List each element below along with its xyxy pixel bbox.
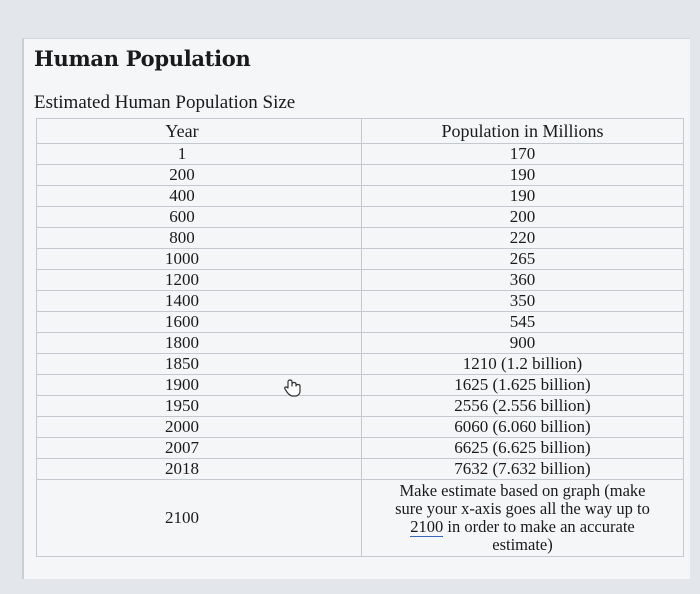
population-cell: 200 <box>360 206 685 228</box>
table-header-row: Year Population in Millions <box>36 118 685 144</box>
table-row: 1850 1210 (1.2 billion) <box>36 353 685 375</box>
year-cell: 1 <box>36 143 362 165</box>
population-table: Year Population in Millions 1 170 200 190 40… <box>36 118 685 557</box>
table-caption: Estimated Human Population Size <box>34 92 296 113</box>
population-column-header: Population in Millions <box>360 118 685 144</box>
table-row: 1000 265 <box>36 248 685 270</box>
table-row: 2007 6625 (6.625 billion) <box>36 437 685 459</box>
population-cell: 1625 (1.625 billion) <box>360 374 685 396</box>
table-row: 2018 7632 (7.632 billion) <box>36 458 685 480</box>
population-cell: 360 <box>360 269 685 291</box>
year-cell: 800 <box>36 227 362 249</box>
table-row: 1 170 <box>36 143 685 165</box>
note-line: Make estimate based on graph (make <box>399 481 646 500</box>
year-cell: 1950 <box>36 395 362 417</box>
year-cell: 2018 <box>36 458 362 480</box>
table-row: 800 220 <box>36 227 685 249</box>
table-row: 600 200 <box>36 206 685 228</box>
page-title: Human Population <box>34 46 251 71</box>
hand-pointer-icon <box>284 379 301 397</box>
table-row: 1800 900 <box>36 332 685 354</box>
note-line: 2100 in order to make an accurate <box>410 517 635 537</box>
population-cell: 190 <box>360 164 685 186</box>
population-cell: 350 <box>360 290 685 312</box>
year-cell: 1200 <box>36 269 362 291</box>
population-cell: 1210 (1.2 billion) <box>360 353 685 375</box>
year-cell: 2007 <box>36 437 362 459</box>
population-cell: 6625 (6.625 billion) <box>360 437 685 459</box>
note-line: estimate) <box>492 535 553 554</box>
table-row-2100: 2100 Make estimate based on graph (make … <box>36 479 685 557</box>
population-cell: 265 <box>360 248 685 270</box>
note-year-underlined: 2100 <box>410 517 444 537</box>
year-cell: 1400 <box>36 290 362 312</box>
note-line: sure your x-axis goes all the way up to <box>395 499 650 518</box>
year-cell: 1900 <box>36 374 362 396</box>
year-cell: 2100 <box>36 479 362 557</box>
population-cell: 170 <box>360 143 685 165</box>
table-row: 1400 350 <box>36 290 685 312</box>
year-cell: 2000 <box>36 416 362 438</box>
population-cell: 545 <box>360 311 685 333</box>
year-column-header: Year <box>36 118 362 144</box>
table-row: 1950 2556 (2.556 billion) <box>36 395 685 417</box>
table-row: 1600 545 <box>36 311 685 333</box>
year-cell: 1600 <box>36 311 362 333</box>
year-cell: 1850 <box>36 353 362 375</box>
year-cell: 1800 <box>36 332 362 354</box>
table-row: 400 190 <box>36 185 685 207</box>
table-row: 2000 6060 (6.060 billion) <box>36 416 685 438</box>
table-row: 200 190 <box>36 164 685 186</box>
population-cell: 6060 (6.060 billion) <box>360 416 685 438</box>
year-cell: 400 <box>36 185 362 207</box>
table-row: 1200 360 <box>36 269 685 291</box>
population-cell: 7632 (7.632 billion) <box>360 458 685 480</box>
year-cell: 600 <box>36 206 362 228</box>
year-cell: 200 <box>36 164 362 186</box>
year-cell: 1000 <box>36 248 362 270</box>
table-row: 1900 1625 (1.625 billion) <box>36 374 685 396</box>
population-cell: 190 <box>360 185 685 207</box>
population-cell: 900 <box>360 332 685 354</box>
population-cell: 2556 (2.556 billion) <box>360 395 685 417</box>
population-cell: 220 <box>360 227 685 249</box>
estimate-note-cell: Make estimate based on graph (make sure … <box>360 479 685 557</box>
